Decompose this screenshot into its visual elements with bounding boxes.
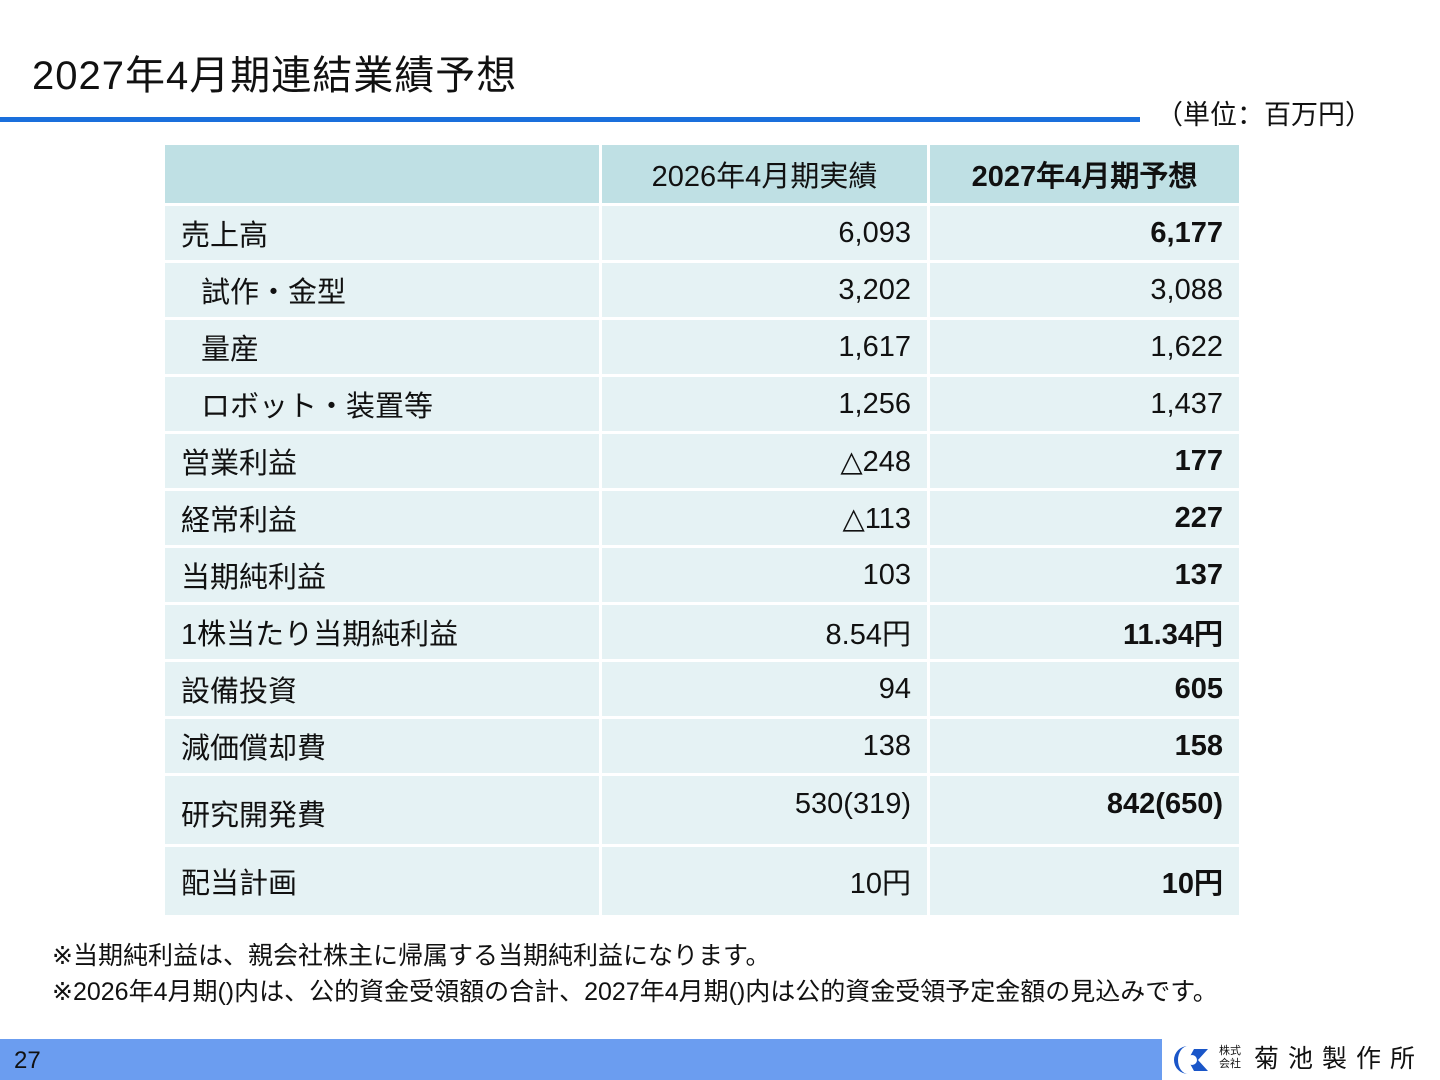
- value-2026: 530(319): [599, 773, 927, 844]
- value-2026: 138: [599, 716, 927, 773]
- table-row: ロボット・装置等 1,256 1,437: [165, 374, 1239, 431]
- table-row: 営業利益 △248 177: [165, 431, 1239, 488]
- page-title: 2027年4月期連結業績予想: [32, 54, 518, 98]
- value-2027: 605: [927, 659, 1239, 716]
- header-blank: [165, 145, 599, 203]
- value-2026: △113: [599, 488, 927, 545]
- row-label: 設備投資: [165, 659, 599, 716]
- value-2026: 6,093: [599, 203, 927, 260]
- footnote: ※当期純利益は、親会社株主に帰属する当期純利益になります。: [52, 942, 771, 970]
- row-label: 経常利益: [165, 488, 599, 545]
- value-2027: 6,177: [927, 203, 1239, 260]
- row-label: 売上高: [165, 203, 599, 260]
- row-label: 研究開発費: [165, 773, 599, 844]
- company-type-label: 株式 会社: [1219, 1045, 1241, 1070]
- table-row: 売上高 6,093 6,177: [165, 203, 1239, 260]
- header-2026-actual: 2026年4月期実績: [599, 145, 927, 203]
- footer-bar: [0, 1039, 1162, 1080]
- value-2026: 3,202: [599, 260, 927, 317]
- value-2027: 1,622: [927, 317, 1239, 374]
- title-underline: [0, 117, 1140, 122]
- table-row: 経常利益 △113 227: [165, 488, 1239, 545]
- company-logo-icon: [1174, 1046, 1208, 1074]
- value-2026: 94: [599, 659, 927, 716]
- footnote: ※2026年4月期()内は、公的資金受領額の合計、2027年4月期()内は公的資…: [52, 978, 1218, 1006]
- footnotes: ※当期純利益は、親会社株主に帰属する当期純利益になります。 ※2026年4月期(…: [52, 938, 1218, 1010]
- value-2026: 8.54円: [599, 602, 927, 659]
- value-2027: 10円: [927, 844, 1239, 915]
- row-label: 1株当たり当期純利益: [165, 602, 599, 659]
- table-row: 減価償却費 138 158: [165, 716, 1239, 773]
- row-label: ロボット・装置等: [165, 374, 599, 431]
- value-2026: 1,256: [599, 374, 927, 431]
- table-row: 当期純利益 103 137: [165, 545, 1239, 602]
- forecast-table: 2026年4月期実績 2027年4月期予想 売上高 6,093 6,177 試作…: [165, 145, 1239, 915]
- value-2027: 11.34円: [927, 602, 1239, 659]
- value-2026: 10円: [599, 844, 927, 915]
- row-label: 試作・金型: [165, 260, 599, 317]
- value-2027: 227: [927, 488, 1239, 545]
- unit-label: （単位：百万円）: [1156, 100, 1372, 130]
- table-row: 量産 1,617 1,622: [165, 317, 1239, 374]
- row-label: 当期純利益: [165, 545, 599, 602]
- table-row: 1株当たり当期純利益 8.54円 11.34円: [165, 602, 1239, 659]
- value-2027: 1,437: [927, 374, 1239, 431]
- page-number: 27: [14, 1047, 41, 1074]
- value-2027: 3,088: [927, 260, 1239, 317]
- table-row: 試作・金型 3,202 3,088: [165, 260, 1239, 317]
- value-2026: △248: [599, 431, 927, 488]
- table-header-row: 2026年4月期実績 2027年4月期予想: [165, 145, 1239, 203]
- value-2027: 158: [927, 716, 1239, 773]
- row-label: 減価償却費: [165, 716, 599, 773]
- value-2027: 137: [927, 545, 1239, 602]
- company-name: 菊池製作所: [1254, 1044, 1425, 1073]
- row-label: 量産: [165, 317, 599, 374]
- row-label: 営業利益: [165, 431, 599, 488]
- value-2026: 103: [599, 545, 927, 602]
- row-label: 配当計画: [165, 844, 599, 915]
- header-2027-forecast: 2027年4月期予想: [927, 145, 1239, 203]
- value-2026: 1,617: [599, 317, 927, 374]
- value-2027: 842(650): [927, 773, 1239, 844]
- table-row: 研究開発費 530(319) 842(650): [165, 773, 1239, 844]
- value-2027: 177: [927, 431, 1239, 488]
- table-row: 設備投資 94 605: [165, 659, 1239, 716]
- table-row: 配当計画 10円 10円: [165, 844, 1239, 915]
